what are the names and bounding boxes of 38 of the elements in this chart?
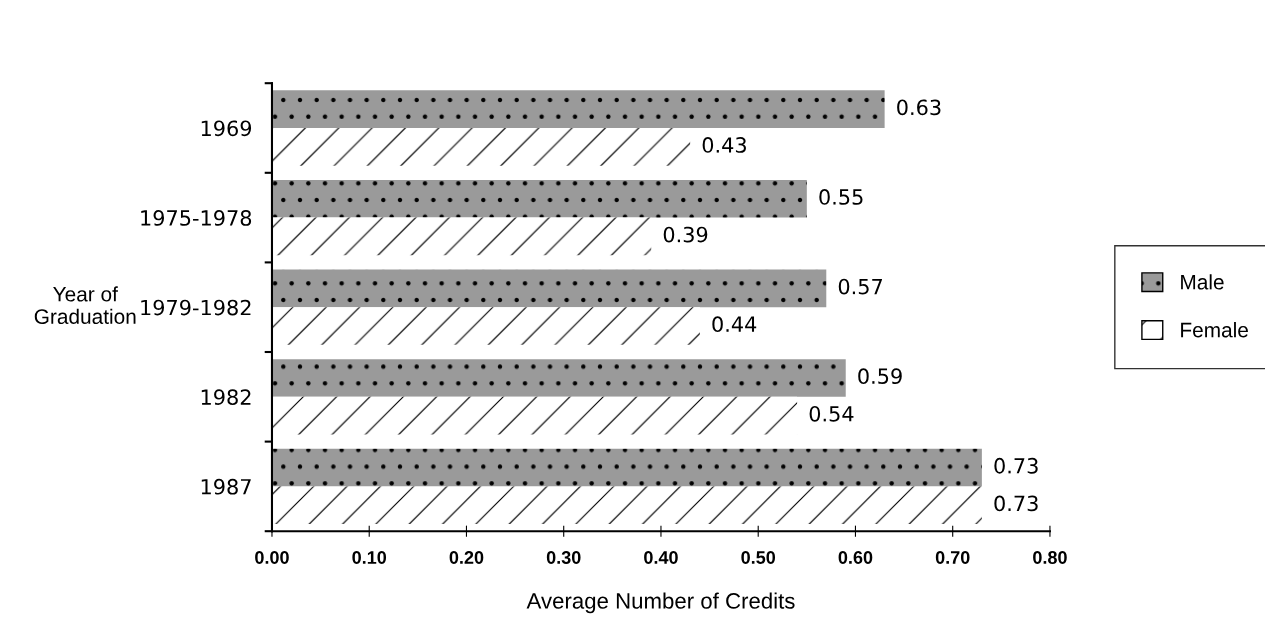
y-tick-label: 1979-1982	[141, 299, 251, 316]
x-tick-label: 0.80	[1033, 551, 1067, 564]
bar	[271, 307, 700, 345]
data-label: 0.59	[858, 368, 902, 385]
data-label: 0.39	[663, 226, 708, 243]
bar	[271, 359, 846, 397]
bar	[271, 269, 827, 308]
data-label: 0.63	[897, 99, 941, 116]
data-label: 0.57	[838, 278, 882, 295]
y-axis-title: Year of Graduation	[34, 286, 136, 325]
bar	[271, 448, 982, 487]
x-tick-label: 0.20	[449, 551, 484, 564]
y-tick-label: 1982	[201, 389, 251, 406]
bar	[271, 90, 885, 128]
data-label: 0.43	[702, 137, 746, 153]
y-tick-label: 1975-1978	[141, 210, 252, 226]
data-label: 0.73	[994, 495, 1038, 512]
data-label: 0.55	[819, 189, 863, 205]
legend-label: Female	[1181, 322, 1248, 338]
bar	[271, 217, 652, 256]
x-tick-label: 0.10	[352, 551, 387, 564]
data-label: 0.73	[994, 457, 1038, 474]
x-axis-title: Average Number of Credits	[526, 592, 795, 614]
x-tick-label: 0.60	[838, 551, 873, 564]
legend-label: Male	[1181, 274, 1224, 290]
y-tick-label: 1969	[201, 120, 252, 137]
bar	[271, 486, 982, 525]
x-tick-label: 0.70	[935, 551, 970, 564]
bar	[271, 396, 798, 435]
data-label: 0.54	[809, 405, 854, 422]
bar	[271, 179, 807, 218]
bar	[271, 128, 691, 166]
x-tick-label: 0.30	[546, 551, 581, 564]
x-tick-label: 0.00	[255, 551, 289, 564]
x-tick-label: 0.40	[644, 551, 678, 564]
x-tick-label: 0.50	[741, 551, 776, 564]
y-tick-label: 1987	[201, 478, 251, 495]
data-label: 0.44	[712, 316, 757, 333]
